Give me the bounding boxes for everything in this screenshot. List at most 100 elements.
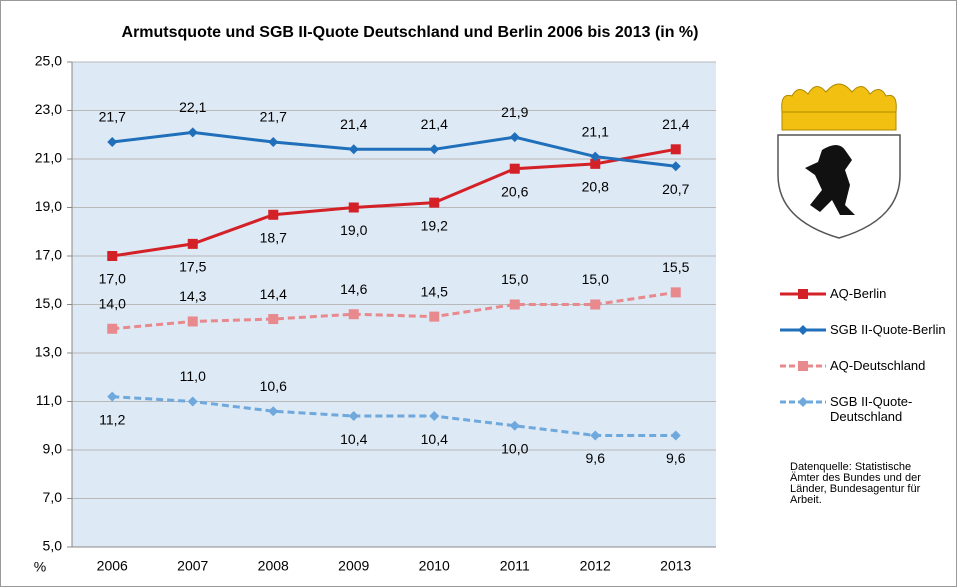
data-label: 14,3 [179, 288, 206, 304]
data-label: 19,2 [421, 217, 448, 233]
marker [509, 299, 520, 310]
data-label: 21,1 [582, 123, 609, 139]
chart-title: Armutsquote und SGB II-Quote Deutschland… [122, 24, 699, 41]
x-tick-label: 2010 [419, 558, 450, 574]
x-tick-label: 2006 [97, 558, 128, 574]
y-tick-label: 7,0 [43, 489, 63, 505]
series-line [112, 290, 676, 331]
data-label: 11,2 [99, 411, 125, 427]
data-label: 14,4 [260, 286, 287, 302]
marker [268, 406, 279, 417]
legend-item: AQ-Deutschland [778, 352, 953, 388]
marker [798, 325, 808, 335]
y-tick-label: 9,0 [43, 441, 63, 457]
marker [590, 430, 601, 441]
legend-item: SGB II-Quote-Deutschland [778, 388, 953, 424]
data-label: 19,0 [340, 222, 367, 238]
data-label: 14,0 [99, 295, 126, 311]
data-label: 18,7 [260, 229, 287, 245]
series-line [112, 130, 676, 168]
legend-label: SGB II-Quote-Berlin [830, 322, 946, 337]
data-label: 14,5 [421, 283, 448, 299]
source-note: Datenquelle: Statistische Ämter des Bund… [790, 461, 921, 506]
marker [268, 314, 279, 325]
data-label: 11,0 [180, 368, 206, 384]
legend-label: AQ-Deutschland [830, 358, 926, 373]
marker [590, 158, 601, 169]
legend: AQ-Berlin SGB II-Quote-Berlin AQ-Deutschla… [778, 280, 953, 424]
data-label: 10,6 [260, 378, 287, 394]
x-tick-label: 2012 [580, 558, 611, 574]
data-label: 21,4 [340, 116, 367, 132]
data-label: 9,6 [586, 450, 606, 466]
legend-swatch [780, 289, 826, 299]
data-label: 15,5 [662, 259, 689, 275]
marker [107, 137, 118, 148]
legend-swatch [780, 397, 826, 407]
legend-item: SGB II-Quote-Berlin [778, 316, 953, 352]
marker [590, 151, 601, 162]
y-tick-label: 17,0 [35, 247, 62, 263]
y-tick-label: 19,0 [35, 198, 62, 214]
x-tick-label: 2013 [660, 558, 691, 574]
data-label: 17,5 [179, 259, 206, 275]
data-label: 20,6 [501, 183, 528, 199]
legend-item: AQ-Berlin [778, 280, 953, 316]
marker [429, 197, 440, 208]
marker [348, 144, 359, 155]
marker [670, 430, 681, 441]
series-line [112, 147, 677, 258]
marker [187, 238, 198, 249]
marker [670, 144, 681, 155]
data-label: 15,0 [582, 271, 609, 287]
data-label: 21,9 [501, 104, 528, 120]
marker [429, 311, 440, 322]
marker [429, 411, 440, 422]
legend-label: AQ-Berlin [830, 286, 887, 301]
marker [348, 411, 359, 422]
coat-of-arms [777, 83, 901, 239]
marker [187, 127, 198, 138]
y-tick-label: 21,0 [35, 150, 62, 166]
data-label: 14,6 [340, 281, 367, 297]
y-tick-label: 11,0 [36, 392, 62, 408]
y-tick-label: 25,0 [35, 53, 62, 69]
marker [509, 132, 520, 143]
data-label: 20,8 [582, 179, 609, 195]
legend-label: SGB II-Quote-Deutschland [830, 394, 913, 424]
marker [268, 209, 279, 220]
data-label: 10,4 [340, 431, 367, 447]
y-tick-label: 5,0 [43, 538, 63, 554]
data-label: 20,7 [662, 181, 689, 197]
marker [348, 202, 359, 213]
data-label: 10,0 [501, 440, 528, 456]
marker [107, 251, 118, 261]
data-label: 21,7 [260, 109, 287, 125]
series-line [112, 395, 676, 437]
y-axis-label: % [34, 559, 46, 575]
marker [670, 161, 681, 172]
legend-swatch [780, 361, 826, 371]
data-label: 10,4 [421, 431, 448, 447]
marker [107, 323, 118, 334]
marker [268, 137, 279, 148]
data-label: 21,4 [662, 116, 689, 132]
marker [509, 163, 520, 174]
y-tick-label: 15,0 [35, 295, 62, 311]
marker [590, 299, 601, 310]
marker [670, 287, 681, 298]
data-label: 17,0 [99, 271, 126, 287]
marker [429, 144, 440, 155]
x-tick-label: 2008 [258, 558, 289, 574]
legend-swatch [780, 325, 826, 335]
marker [348, 309, 359, 320]
marker [798, 397, 808, 407]
data-label: 21,4 [421, 116, 448, 132]
data-label: 9,6 [666, 450, 686, 466]
marker [798, 361, 808, 371]
marker [187, 396, 198, 407]
x-tick-label: 2007 [177, 558, 208, 574]
y-tick-label: 23,0 [35, 101, 62, 117]
x-tick-label: 2009 [338, 558, 369, 574]
